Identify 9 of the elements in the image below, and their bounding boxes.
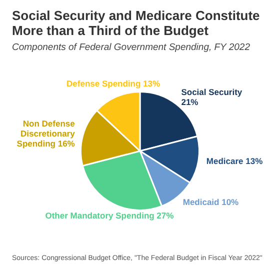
chart-title: Social Security and Medicare Constitute More than a Third of the Budget <box>12 8 261 38</box>
slice-label: Medicare 13% <box>206 156 264 166</box>
slice-label: Medicaid 10% <box>182 197 240 208</box>
chart-subtitle: Components of Federal Government Spending, FY 2022 <box>12 42 251 53</box>
slice-label: Other Mandatory Spending 27% <box>45 210 174 220</box>
slice-label: Non Defense Discretionary Spending 16% <box>16 118 76 149</box>
slice-label: Social Security <box>181 87 242 98</box>
data-label: 21% <box>181 97 199 108</box>
slice-label: Defense Spending 13% <box>66 78 160 89</box>
